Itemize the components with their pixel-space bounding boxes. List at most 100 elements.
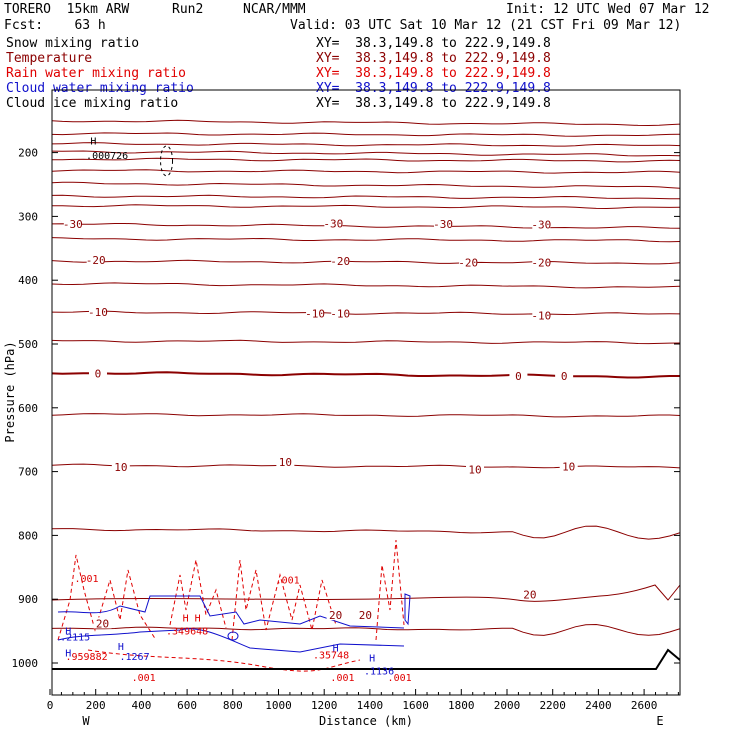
legend-snow-name: Snow mixing ratio <box>6 36 140 51</box>
isotherm-label: 0 <box>561 370 568 383</box>
annotation-cloud_water: H <box>65 649 71 660</box>
annotation-cloud_water: .1267 <box>119 652 149 663</box>
east-endpoint-label: E <box>656 714 663 728</box>
isotherm-label-bg <box>88 367 107 379</box>
isotherm-label: 20 <box>523 589 536 602</box>
isotherm-12 <box>52 282 680 289</box>
x-tick-label: 400 <box>131 699 151 712</box>
y-tick-label: 200 <box>18 147 38 160</box>
cloud-water-contour-2 <box>404 593 411 626</box>
isotherm-label: -30 <box>323 217 343 230</box>
legend-rain-name: Rain water mixing ratio <box>6 66 187 81</box>
isotherm-label: -10 <box>531 309 551 322</box>
isotherm-13 <box>52 310 680 316</box>
isotherm-label-bg <box>434 218 453 230</box>
isotherm-label-bg <box>555 369 574 381</box>
snow-contour <box>160 145 174 177</box>
isotherm-label-bg <box>559 460 578 472</box>
legend-snow-xy: XY= 38.3,149.8 to 222.9,149.8 <box>316 36 551 51</box>
isotherm-label: 0 <box>95 367 102 380</box>
isotherm-5 <box>52 169 680 174</box>
isotherm-7 <box>52 194 680 200</box>
isotherm-label: -20 <box>458 256 478 269</box>
rain-contour-0 <box>57 554 157 641</box>
isotherm-label: -10 <box>88 306 108 319</box>
x-tick-label: 1400 <box>357 699 384 712</box>
run-label: Run2 <box>172 2 204 17</box>
y-tick-label: 1000 <box>12 657 39 670</box>
annotation-rain: .001 <box>388 673 412 684</box>
isotherm-14 <box>52 339 680 345</box>
isotherm-label: -20 <box>86 254 106 267</box>
isotherm-20-east <box>52 584 680 602</box>
isotherm-label-bg <box>532 218 551 230</box>
y-tick-label: 300 <box>18 210 38 223</box>
isotherm-label: 10 <box>562 460 575 473</box>
legend-cloud-ice-name: Cloud ice mixing ratio <box>6 96 179 111</box>
isotherm-label: 20 <box>359 609 372 622</box>
isotherm-label: -30 <box>63 218 83 231</box>
annotation-rain: .001 <box>330 673 354 684</box>
rain-contour-1 <box>169 559 227 629</box>
x-axis-label: Distance (km) <box>319 714 413 728</box>
isotherm-label: 0 <box>515 370 522 383</box>
y-tick-label: 600 <box>18 402 38 415</box>
x-tick-label: 2400 <box>585 699 612 712</box>
isotherm-label-bg <box>326 609 345 621</box>
isotherm-label: 10 <box>279 456 292 469</box>
y-tick-label: 900 <box>18 593 38 606</box>
isotherm-label-bg <box>324 217 343 229</box>
x-tick-label: 0 <box>47 699 54 712</box>
isotherm-label-bg <box>93 617 112 629</box>
isotherm-label: 10 <box>114 461 127 474</box>
isotherm-label-bg <box>111 461 130 473</box>
legend-cloud-water-xy: XY= 38.3,149.8 to 222.9,149.8 <box>316 81 551 96</box>
init-time: Init: 12 UTC Wed 07 Mar 12 <box>506 2 710 17</box>
isotherm-label: 10 <box>468 464 481 477</box>
west-endpoint-label: W <box>82 714 90 728</box>
y-tick-label: 800 <box>18 529 38 542</box>
isotherm-11 <box>52 259 680 265</box>
isotherm-label-bg <box>331 255 350 267</box>
isotherm-6 <box>52 181 680 189</box>
annotation-rain: .35748 <box>313 651 349 662</box>
cloud-water-contour-3 <box>227 631 239 641</box>
isotherm-16 <box>52 413 680 418</box>
isotherm-label: -20 <box>531 256 551 269</box>
annotation-cloud_water: H <box>333 644 339 655</box>
isotherm-18 <box>52 525 680 540</box>
x-tick-label: 800 <box>223 699 243 712</box>
isotherm-label-bg <box>63 218 82 230</box>
isotherm-label-bg <box>356 609 375 621</box>
isotherm-0 <box>52 119 680 127</box>
rain-contour-3 <box>375 539 405 641</box>
isotherm-label-bg <box>532 309 551 321</box>
annotation-rain: .001 <box>75 574 99 585</box>
isotherm-label: -10 <box>330 307 350 320</box>
isotherm-label-bg <box>520 588 539 600</box>
isotherm-1 <box>52 132 680 137</box>
isotherm-label-bg <box>532 256 551 268</box>
annotation-rain: .001 <box>132 673 156 684</box>
isotherm-label-bg <box>331 307 350 319</box>
cloud-water-contour-0 <box>57 595 405 629</box>
isotherm-label: -30 <box>531 219 551 232</box>
isotherm-10 <box>52 237 680 243</box>
x-tick-label: 2200 <box>539 699 566 712</box>
x-tick-label: 200 <box>86 699 106 712</box>
y-tick-label: 500 <box>18 338 38 351</box>
isotherm-label-bg <box>276 456 295 468</box>
annotation-cloud_water: H <box>118 642 124 653</box>
annotation-rain: .349648 <box>166 626 208 637</box>
annotation-cloud_water: H <box>65 626 71 637</box>
x-tick-label: 2000 <box>494 699 521 712</box>
legend-cloud-ice-xy: XY= 38.3,149.8 to 222.9,149.8 <box>316 96 551 111</box>
isotherm-9 <box>52 223 680 229</box>
annotation-snow: H <box>90 136 96 147</box>
annotation-cloud_water: H <box>369 654 375 665</box>
valid-time: Valid: 03 UTC Sat 10 Mar 12 (21 CST Fri … <box>290 18 682 33</box>
isotherm-19 <box>52 623 680 636</box>
terrain-surface <box>52 648 680 670</box>
isotherm-label-bg <box>88 306 107 318</box>
